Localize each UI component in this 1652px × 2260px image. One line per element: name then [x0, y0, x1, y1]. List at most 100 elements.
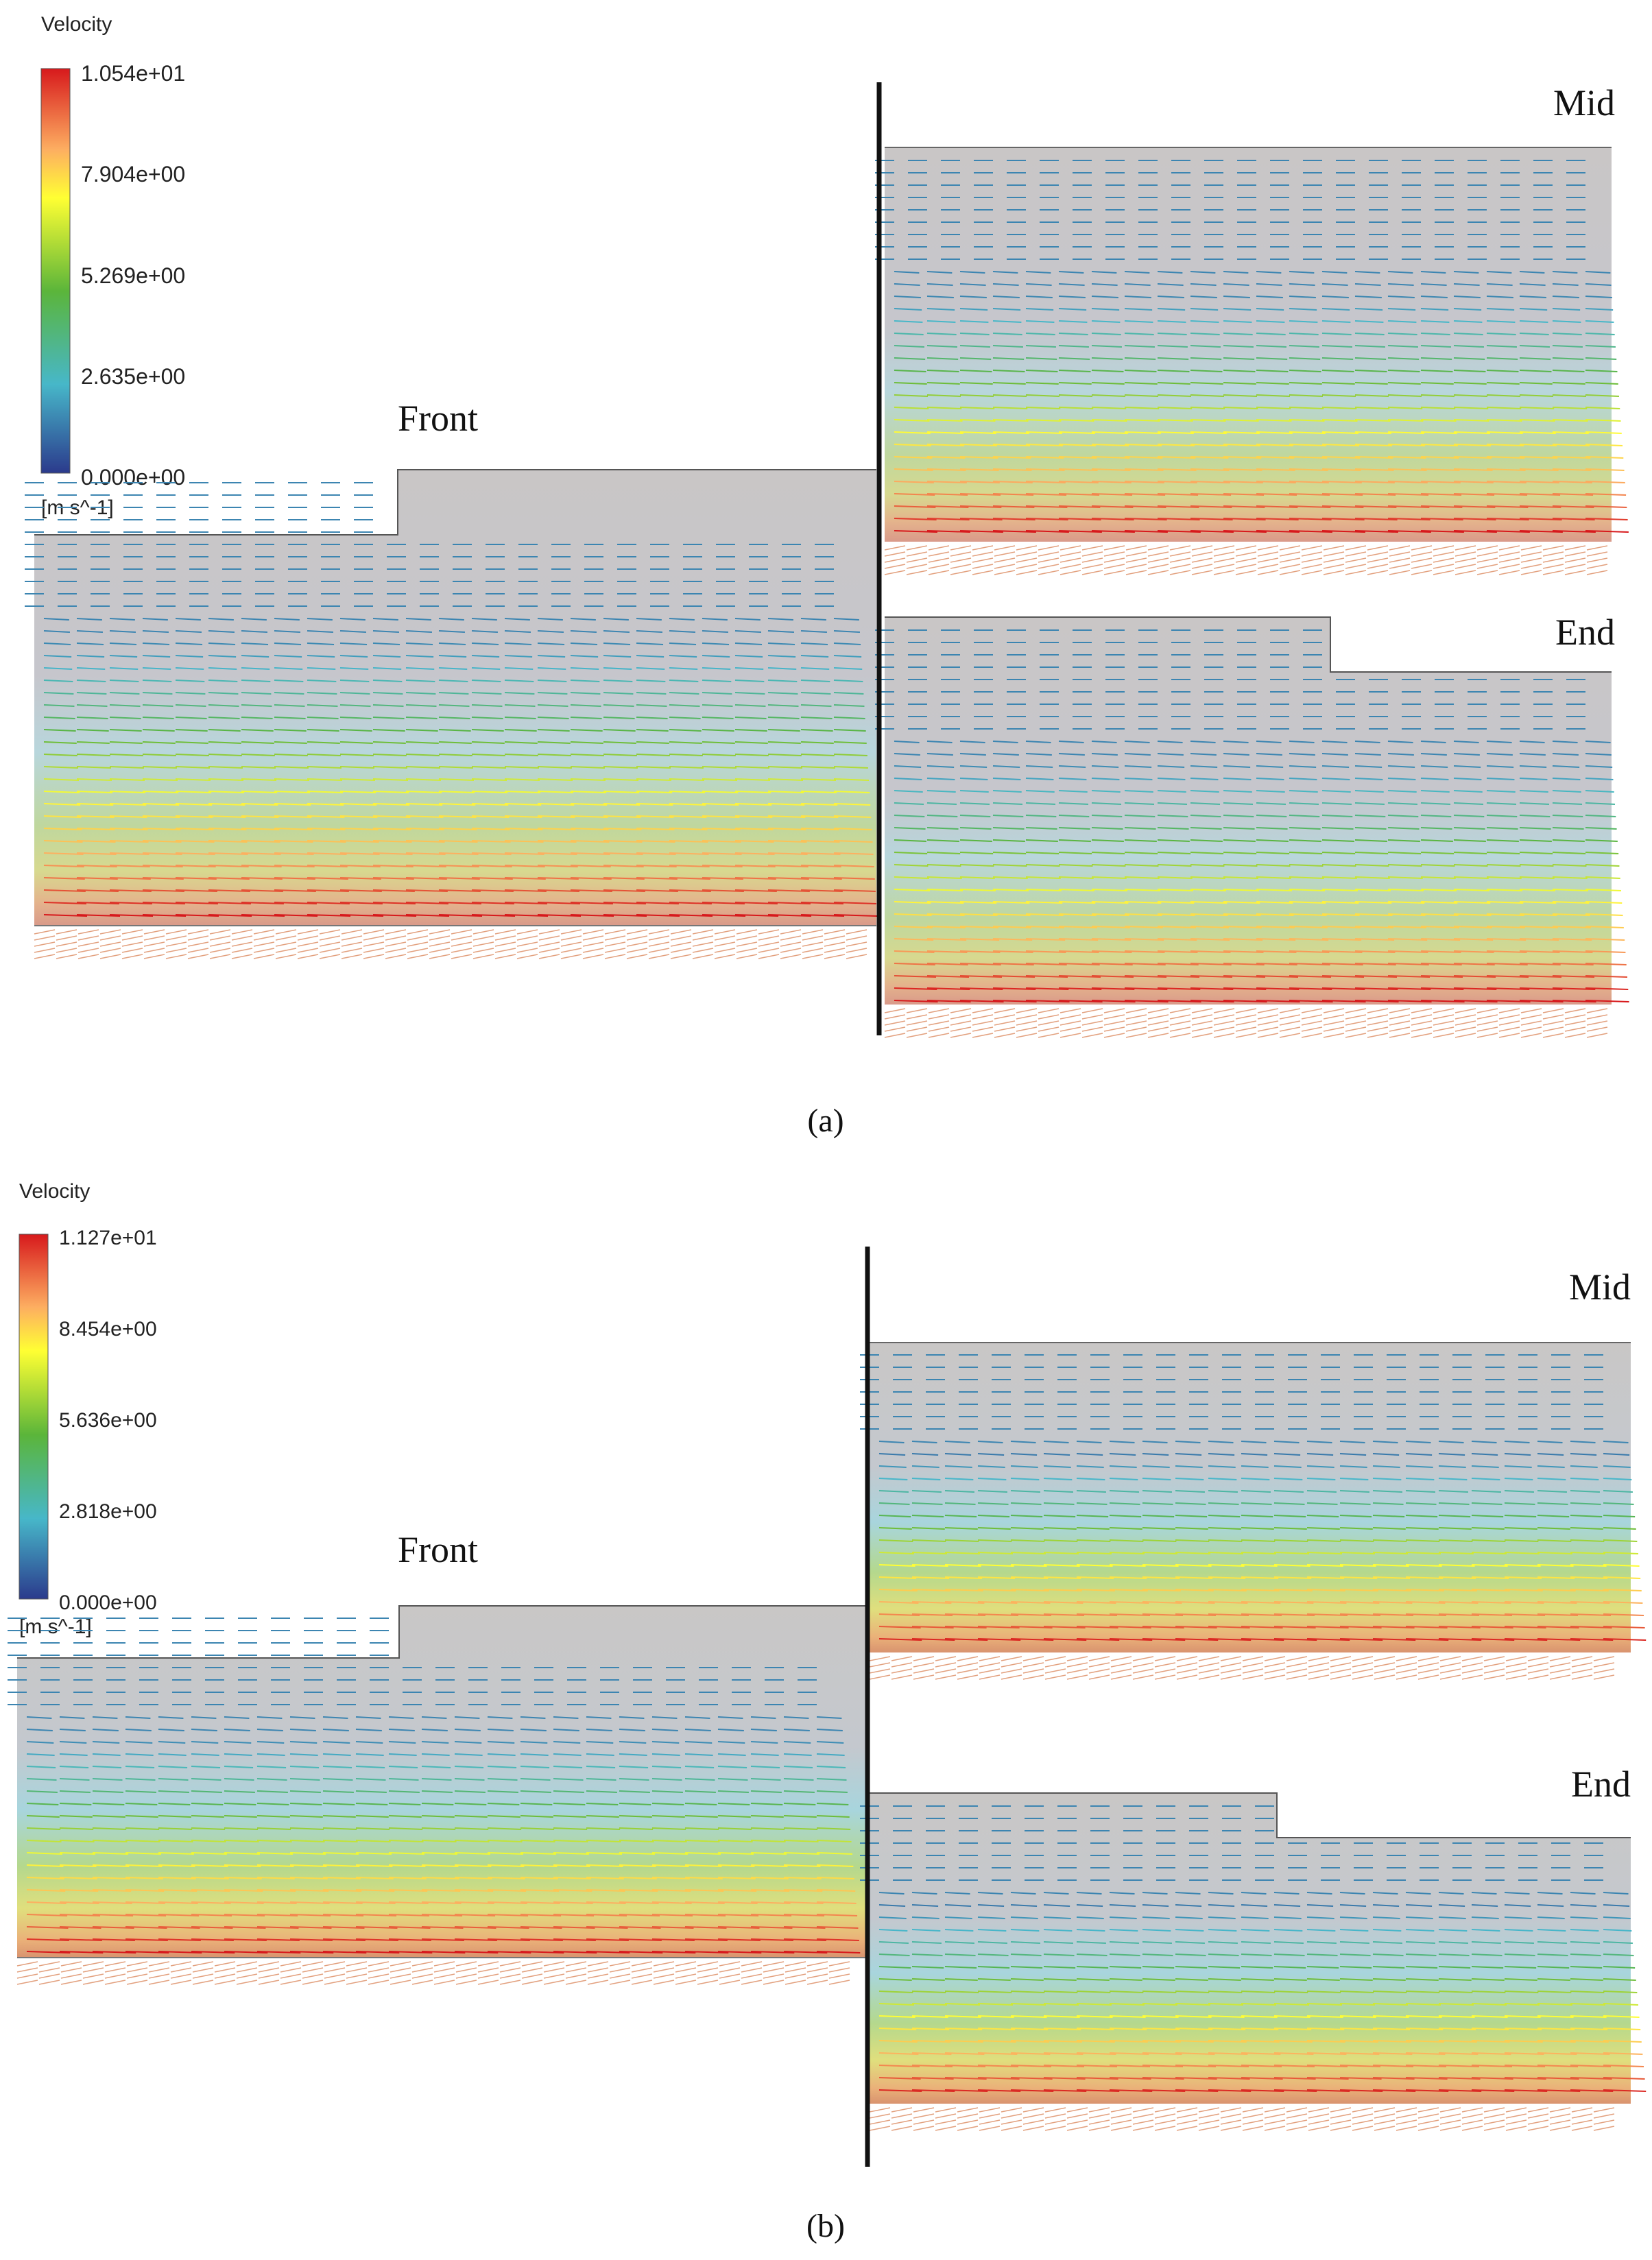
- velocity-vector: [734, 902, 778, 904]
- velocity-vector: [1058, 790, 1088, 793]
- bed-hatch-line: [1352, 2119, 1374, 2125]
- velocity-vector: [405, 902, 448, 904]
- velocity-vector: [1321, 790, 1351, 793]
- bed-hatch-line: [451, 954, 472, 959]
- bed-hatch-line: [994, 1008, 1016, 1013]
- bed-hatch-line: [1374, 1674, 1396, 1680]
- velocity-vector: [1289, 382, 1322, 385]
- velocity-vector: [1570, 1527, 1603, 1530]
- bed-hatch-line: [935, 2126, 957, 2131]
- bed-hatch-line: [648, 948, 670, 953]
- bed-hatch-line: [1352, 1656, 1374, 1661]
- velocity-vector: [1010, 1638, 1054, 1641]
- velocity-vector: [1552, 987, 1596, 990]
- end-wall-a: [885, 616, 1612, 673]
- velocity-vector: [1058, 815, 1090, 817]
- velocity-vector: [1273, 1904, 1301, 1907]
- bed-hatch-line: [972, 545, 994, 551]
- bed-hatch-line: [429, 954, 451, 959]
- bed-hatch-line: [891, 1674, 913, 1680]
- velocity-vector: [1157, 468, 1197, 471]
- velocity-vector: [1570, 1626, 1612, 1628]
- velocity-vector: [43, 741, 77, 744]
- bed-hatch-line: [302, 1980, 324, 1985]
- velocity-vector: [92, 1778, 123, 1781]
- velocity-vector: [636, 680, 666, 682]
- velocity-vector: [355, 1926, 398, 1929]
- velocity-vector: [944, 1966, 977, 1969]
- velocity-vector: [1157, 778, 1186, 780]
- bed-hatch-line: [719, 1961, 741, 1967]
- velocity-vector: [289, 1778, 320, 1781]
- velocity-vector: [388, 1840, 424, 1842]
- velocity-vector: [1289, 370, 1321, 372]
- bed-hatch-line: [994, 1014, 1016, 1020]
- velocity-vector: [125, 1938, 168, 1941]
- velocity-vector: [175, 865, 216, 867]
- velocity-vector: [926, 852, 961, 854]
- velocity-vector: [1025, 493, 1067, 496]
- velocity-vector: [992, 864, 1027, 867]
- velocity-vector: [1076, 2015, 1113, 2018]
- velocity-vector: [289, 1716, 315, 1719]
- velocity-vector: [603, 828, 642, 830]
- velocity-vector: [1387, 815, 1419, 817]
- velocity-vector: [702, 692, 732, 695]
- velocity-vector: [1306, 1626, 1349, 1628]
- bed-hatch-line: [565, 1980, 587, 1985]
- velocity-vector: [1256, 963, 1297, 965]
- velocity-vector: [1552, 505, 1594, 508]
- velocity-vector: [322, 1729, 349, 1731]
- velocity-vector: [1208, 2077, 1250, 2080]
- velocity-vector: [717, 1864, 755, 1867]
- bed-hatch-line: [736, 935, 758, 941]
- velocity-vector: [1504, 2089, 1548, 2092]
- bed-hatch-line: [1498, 570, 1520, 575]
- bed-hatch-line: [631, 1980, 653, 1985]
- velocity-vector: [191, 1877, 229, 1879]
- velocity-vector: [59, 1790, 91, 1793]
- velocity-vector: [388, 1753, 417, 1756]
- velocity-vector: [1354, 963, 1396, 965]
- velocity-vector: [289, 1864, 327, 1867]
- bed-hatch-line: [1169, 545, 1191, 551]
- bed-hatch-line: [1198, 1662, 1220, 1668]
- velocity-vector: [878, 1515, 911, 1517]
- velocity-vector: [586, 1803, 619, 1805]
- bed-hatch-line: [1323, 1020, 1345, 1026]
- velocity-vector: [1519, 518, 1562, 520]
- velocity-vector: [142, 618, 168, 621]
- velocity-vector: [1010, 1527, 1044, 1530]
- velocity-vector: [487, 1778, 518, 1781]
- bed-hatch-line: [736, 929, 758, 935]
- velocity-vector: [504, 840, 544, 843]
- velocity-vector: [702, 680, 732, 682]
- bed-hatch-line: [1433, 570, 1455, 575]
- bed-hatch-line: [1060, 551, 1081, 557]
- velocity-vector: [586, 1778, 616, 1781]
- velocity-vector: [256, 1864, 294, 1867]
- velocity-vector: [208, 692, 239, 695]
- bed-hatch-line: [341, 948, 363, 953]
- velocity-vector: [1091, 926, 1130, 928]
- velocity-vector: [800, 791, 837, 793]
- velocity-vector: [59, 1914, 101, 1916]
- velocity-vector: [783, 1938, 826, 1941]
- velocity-vector: [26, 1938, 69, 1941]
- velocity-vector: [1190, 852, 1224, 854]
- velocity-vector: [1289, 518, 1332, 520]
- bed-hatch-line: [1022, 1668, 1044, 1674]
- bed-hatch-line: [653, 1973, 675, 1979]
- velocity-vector: [1175, 1441, 1201, 1443]
- bed-hatch-line: [477, 1967, 499, 1973]
- velocity-vector: [1124, 493, 1166, 496]
- bed-hatch-line: [1125, 551, 1147, 557]
- velocity-vector: [1321, 530, 1365, 533]
- velocity-vector: [142, 667, 171, 670]
- bed-hatch-line: [846, 954, 867, 959]
- velocity-vector: [1387, 753, 1414, 756]
- velocity-vector: [1471, 1441, 1497, 1443]
- velocity-vector: [307, 914, 351, 917]
- velocity-vector: [454, 1877, 492, 1879]
- velocity-vector: [1043, 2089, 1087, 2092]
